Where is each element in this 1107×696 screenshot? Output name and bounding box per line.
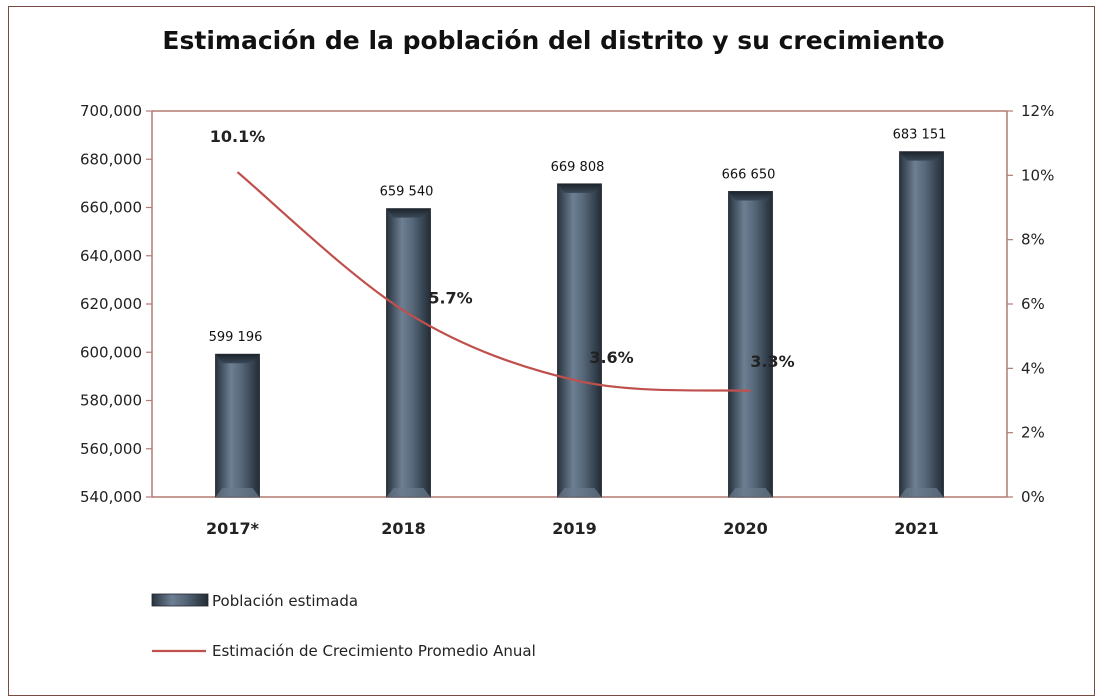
bar-data-label: 599 196 [209, 330, 263, 345]
legend-item-bar: Población estimada [151, 592, 358, 610]
chart-title: Estimación de la población del distrito … [162, 26, 945, 55]
bar [386, 208, 431, 498]
category-label: 2017* [206, 519, 260, 538]
left-tick-label: 600,000 [80, 343, 142, 361]
bar-data-label: 666 650 [722, 167, 776, 182]
left-tick-label: 700,000 [80, 102, 142, 120]
bar [728, 191, 773, 498]
line-data-label: 3.6% [589, 348, 633, 367]
left-tick-label: 560,000 [80, 440, 142, 458]
legend-bar-label: Población estimada [212, 592, 358, 610]
legend-item-line: Estimación de Crecimiento Promedio Anual [152, 642, 536, 660]
category-label: 2020 [723, 519, 768, 538]
left-tick-label: 580,000 [80, 392, 142, 410]
right-tick-label: 2% [1021, 424, 1045, 442]
left-tick-label: 540,000 [80, 488, 142, 506]
bar-data-label: 669 808 [551, 160, 605, 175]
growth-line [236, 171, 751, 392]
legend-line-label: Estimación de Crecimiento Promedio Anual [212, 642, 536, 660]
line-data-label: 3.3% [750, 352, 794, 371]
category-label: 2019 [552, 519, 597, 538]
chart-canvas: 540,000 560,000 580,000 600,000 620,000 640,0… [80, 102, 1054, 660]
left-tick-label: 640,000 [80, 247, 142, 265]
right-tick-label: 6% [1021, 295, 1045, 313]
bar [215, 353, 260, 498]
bar [899, 151, 944, 498]
line-data-label: 5.7% [428, 289, 472, 308]
right-tick-label: 0% [1021, 488, 1045, 506]
bar-data-label: 659 540 [380, 185, 434, 200]
left-tick-label: 660,000 [80, 199, 142, 217]
category-label: 2021 [894, 519, 939, 538]
bar [557, 183, 602, 498]
bar-data-label: 683 151 [893, 128, 947, 143]
left-tick-label: 680,000 [80, 150, 142, 168]
right-tick-label: 4% [1021, 359, 1045, 377]
right-tick-label: 12% [1021, 102, 1054, 120]
right-tick-label: 8% [1021, 231, 1045, 249]
line-data-label: 10.1% [210, 127, 266, 146]
right-tick-label: 10% [1021, 166, 1054, 184]
category-label: 2018 [381, 519, 426, 538]
left-tick-label: 620,000 [80, 295, 142, 313]
legend-bar-swatch [151, 593, 209, 607]
